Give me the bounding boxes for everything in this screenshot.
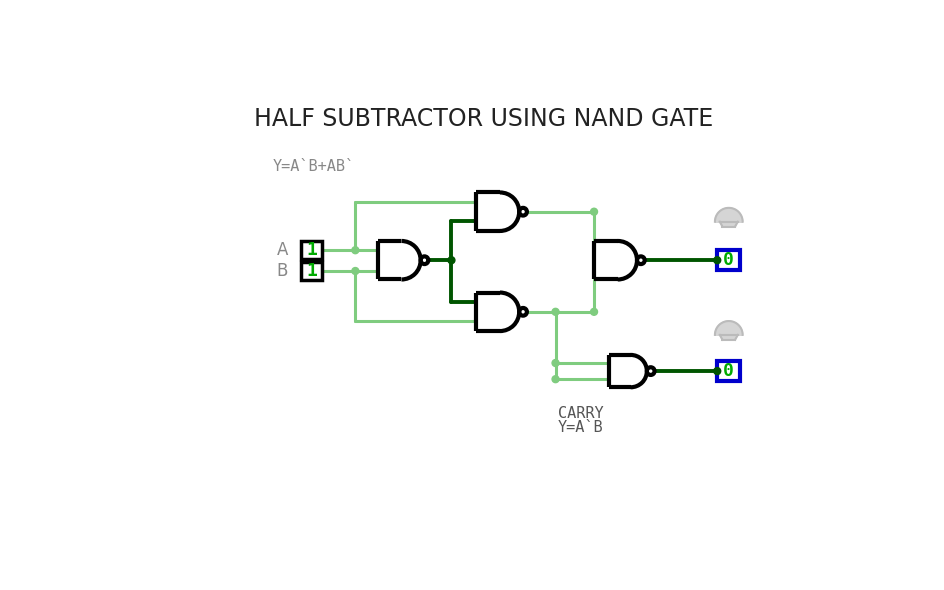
Circle shape [351, 267, 359, 274]
Polygon shape [715, 321, 742, 335]
Polygon shape [715, 208, 742, 222]
Circle shape [551, 376, 559, 383]
Circle shape [551, 309, 559, 315]
Circle shape [351, 247, 359, 254]
Bar [716, 250, 739, 270]
Polygon shape [719, 335, 737, 340]
Circle shape [590, 208, 597, 215]
Text: 1: 1 [306, 241, 316, 259]
Text: Y=A`B: Y=A`B [557, 420, 603, 435]
Text: 0: 0 [722, 362, 733, 380]
Text: CARRY: CARRY [557, 406, 603, 421]
Polygon shape [719, 222, 737, 227]
Circle shape [713, 257, 720, 264]
Bar [301, 262, 322, 280]
Circle shape [551, 359, 559, 366]
Text: Y=A`B+AB`: Y=A`B+AB` [272, 159, 354, 174]
Circle shape [713, 368, 720, 375]
Text: HALF SUBTRACTOR USING NAND GATE: HALF SUBTRACTOR USING NAND GATE [254, 107, 713, 130]
Text: 1: 1 [306, 262, 316, 280]
Text: B: B [277, 262, 288, 280]
Circle shape [447, 257, 454, 264]
Circle shape [590, 309, 597, 315]
Text: A: A [277, 241, 288, 259]
Bar [716, 361, 739, 381]
Bar [301, 241, 322, 259]
Text: 0: 0 [722, 251, 733, 269]
